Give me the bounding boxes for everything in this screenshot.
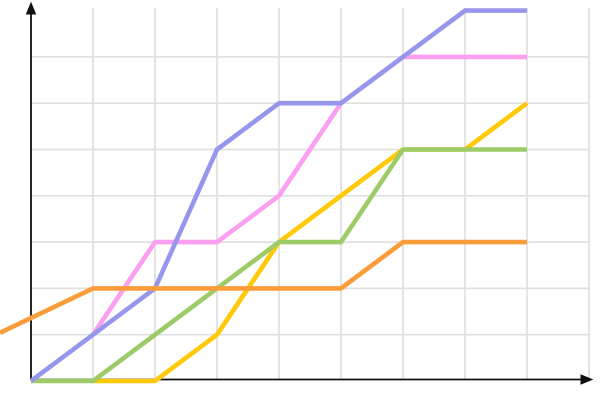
series-orange-line [0,239,527,335]
y-axis-arrowhead [25,1,37,15]
axes [25,1,594,385]
gridlines [31,8,590,380]
series-green-line [31,147,527,384]
x-axis-arrowhead [580,374,594,385]
